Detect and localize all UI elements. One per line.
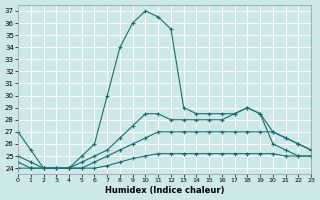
X-axis label: Humidex (Indice chaleur): Humidex (Indice chaleur): [105, 186, 224, 195]
